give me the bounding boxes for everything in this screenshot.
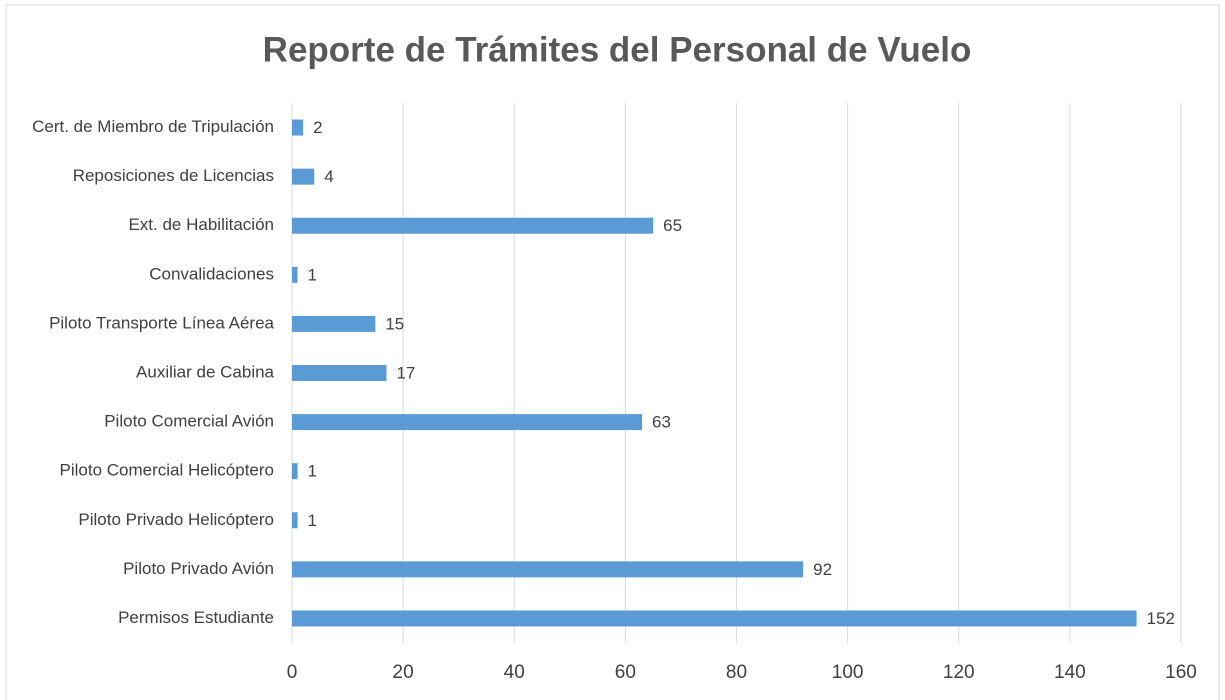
x-tick-label: 120 — [943, 662, 975, 683]
bar — [292, 463, 298, 480]
x-tick-label: 60 — [615, 662, 636, 683]
bar — [292, 414, 643, 431]
bar — [292, 168, 315, 185]
y-tick-label: Piloto Comercial Helicóptero — [60, 461, 274, 480]
chart-frame — [5, 4, 1220, 700]
x-tick-label: 100 — [832, 662, 864, 683]
y-tick-label: Permisos Estudiante — [118, 608, 274, 627]
chart-title: Reporte de Trámites del Personal de Vuel… — [263, 30, 972, 69]
y-tick-label: Reposiciones de Licencias — [73, 166, 274, 185]
x-tick-label: 140 — [1054, 662, 1086, 683]
x-tick-label: 40 — [504, 662, 525, 683]
bar — [292, 217, 654, 234]
data-label: 4 — [324, 167, 333, 186]
y-tick-label: Piloto Comercial Avión — [104, 412, 274, 431]
y-tick-label: Convalidaciones — [149, 264, 274, 283]
x-tick-label: 80 — [726, 662, 747, 683]
data-label: 63 — [652, 413, 671, 432]
bar — [292, 512, 298, 529]
y-tick-label: Piloto Privado Avión — [123, 559, 274, 578]
data-label: 1 — [308, 511, 317, 530]
data-label: 1 — [308, 265, 317, 284]
y-tick-label: Piloto Privado Helicóptero — [78, 510, 274, 529]
y-tick-label: Cert. de Miembro de Tripulación — [32, 117, 274, 136]
bar — [292, 610, 1137, 627]
data-label: 17 — [396, 363, 415, 382]
y-tick-label: Ext. de Habilitación — [128, 215, 274, 234]
bar — [292, 561, 804, 578]
bar — [292, 315, 376, 332]
x-tick-label: 20 — [393, 662, 414, 683]
data-label: 15 — [385, 314, 404, 333]
data-label: 1 — [308, 462, 317, 481]
data-label: 152 — [1147, 609, 1175, 628]
x-tick-label: 160 — [1165, 662, 1197, 683]
data-label: 2 — [313, 118, 322, 137]
bar — [292, 365, 387, 381]
bar — [292, 266, 298, 283]
data-label: 65 — [663, 216, 682, 235]
y-tick-label: Piloto Transporte Línea Aérea — [49, 313, 274, 332]
data-label: 92 — [813, 560, 832, 579]
y-tick-label: Auxiliar de Cabina — [136, 362, 275, 381]
x-tick-label: 0 — [287, 662, 298, 683]
bar — [292, 119, 304, 136]
